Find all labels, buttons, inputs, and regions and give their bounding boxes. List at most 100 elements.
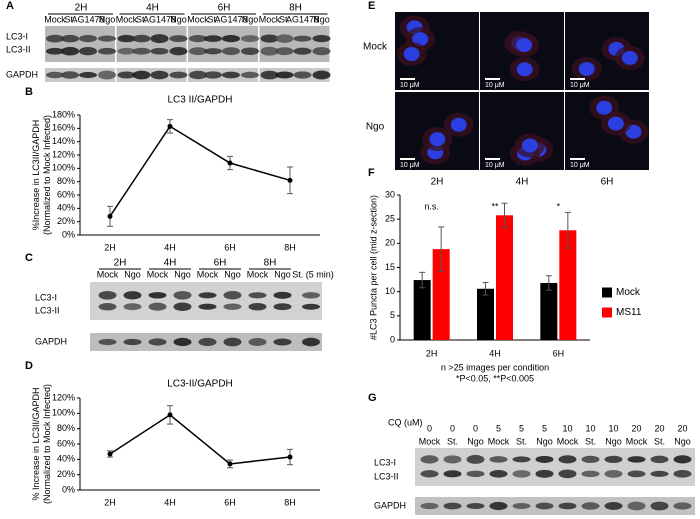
- lane-label: Mock: [147, 269, 169, 279]
- y-tick-label: 80%: [57, 176, 75, 186]
- blot-band: [627, 470, 646, 478]
- blot: [90, 282, 322, 320]
- point: [287, 177, 293, 183]
- blot-band: [222, 34, 240, 43]
- blot-band: [312, 35, 331, 43]
- blot-band: [420, 455, 439, 464]
- y-tick-label: 60%: [57, 189, 75, 199]
- blot-band: [148, 292, 167, 299]
- blot-band: [273, 303, 292, 311]
- cq-value: 5: [542, 423, 547, 433]
- y-tick-label: 120%: [52, 149, 75, 159]
- x-tick-label: 4H: [164, 242, 176, 252]
- blot-band: [443, 470, 462, 478]
- cq-value: 10: [562, 423, 572, 433]
- blot-band: [173, 337, 192, 347]
- scale-label: 10 μM: [400, 162, 420, 169]
- blot-band: [98, 338, 117, 346]
- y-tick-label: 20%: [57, 216, 75, 226]
- blot-band: [169, 71, 188, 79]
- lane-label: Ngo: [274, 269, 291, 279]
- blot-band: [198, 303, 217, 310]
- y-tick-label: 140%: [52, 136, 75, 146]
- note: *P<0.05, **P<0.005: [456, 373, 534, 383]
- blot-band: [198, 292, 217, 299]
- blot: [188, 26, 258, 62]
- row-label: Mock: [363, 42, 388, 53]
- lane-label: Mock: [44, 14, 66, 24]
- blot-band: [117, 47, 136, 55]
- legend-label: Mock: [616, 287, 641, 298]
- x-tick-label: 6H: [224, 497, 236, 507]
- band-label: LC3-II: [374, 471, 399, 481]
- panel-letter: A: [6, 0, 14, 12]
- y-axis-label: %Increase in LC3II/GAPDH: [31, 120, 41, 231]
- blot-band: [241, 35, 259, 43]
- blot-band: [535, 469, 554, 478]
- bar: [496, 215, 513, 340]
- blot-band: [302, 337, 320, 347]
- blot-band: [627, 501, 646, 511]
- legend-label: MS11: [616, 307, 642, 318]
- bar: [413, 280, 431, 340]
- bar: [540, 282, 558, 340]
- blot-band: [489, 470, 508, 478]
- blot-band: [204, 48, 222, 55]
- y-tick-label: 40%: [57, 454, 75, 464]
- lane-label: Ngo: [605, 436, 622, 446]
- annotation: *: [557, 201, 561, 211]
- y-tick-label: 40%: [57, 203, 75, 213]
- y-tick-label: 160%: [52, 123, 75, 133]
- blot-band: [46, 71, 64, 79]
- scale-label: 10 μM: [485, 162, 505, 169]
- nucleus: [578, 61, 595, 76]
- y-tick-label: 0%: [62, 484, 75, 494]
- x-tick-label: 6H: [224, 242, 236, 252]
- scale-label: 10 μM: [570, 162, 590, 169]
- point: [107, 451, 113, 457]
- nucleus: [607, 116, 624, 131]
- blot-band: [61, 34, 79, 43]
- panel-letter: B: [25, 86, 33, 98]
- blot-band: [558, 455, 577, 464]
- bar: [477, 288, 494, 340]
- y-axis-label: (Normalized to Mock Infected): [42, 384, 52, 504]
- blot-band: [420, 502, 439, 510]
- point: [167, 412, 173, 418]
- cq-value: 20: [677, 423, 687, 433]
- panel-letter: C: [25, 252, 33, 264]
- time-label: 4H: [146, 3, 159, 14]
- nucleus: [596, 100, 613, 115]
- lane-label: Ngo: [674, 436, 691, 446]
- blot-band: [673, 470, 692, 478]
- y-tick-label: 25: [385, 214, 395, 224]
- lane-label: Ngo: [174, 269, 191, 279]
- blot-band: [132, 34, 151, 43]
- blot-band: [312, 47, 331, 56]
- blot-band: [46, 47, 64, 55]
- blot-band: [273, 291, 292, 299]
- lane-label: Mock: [97, 269, 119, 279]
- point: [287, 454, 293, 460]
- y-tick-label: 30: [385, 189, 395, 199]
- blot-band: [117, 71, 136, 79]
- line: [109, 125, 291, 217]
- blot-band: [650, 470, 669, 477]
- blot-band: [61, 71, 79, 79]
- blot-band: [293, 47, 312, 55]
- blot-band: [512, 456, 531, 463]
- panel-letter: G: [368, 392, 377, 404]
- blot-band: [443, 455, 462, 464]
- x-tick-label: 2H: [426, 348, 438, 358]
- cq-value: 0: [450, 423, 455, 433]
- y-tick-label: 100%: [52, 408, 75, 418]
- blot: [259, 26, 330, 62]
- point: [167, 123, 173, 129]
- lane-label: Ngo: [536, 436, 553, 446]
- lane-label: St.: [447, 436, 458, 446]
- panel-letter: D: [25, 360, 33, 372]
- blot-band: [673, 502, 692, 510]
- blot-band: [79, 34, 97, 43]
- lane-label: Ngo: [99, 14, 116, 24]
- y-tick-label: 5: [390, 310, 395, 320]
